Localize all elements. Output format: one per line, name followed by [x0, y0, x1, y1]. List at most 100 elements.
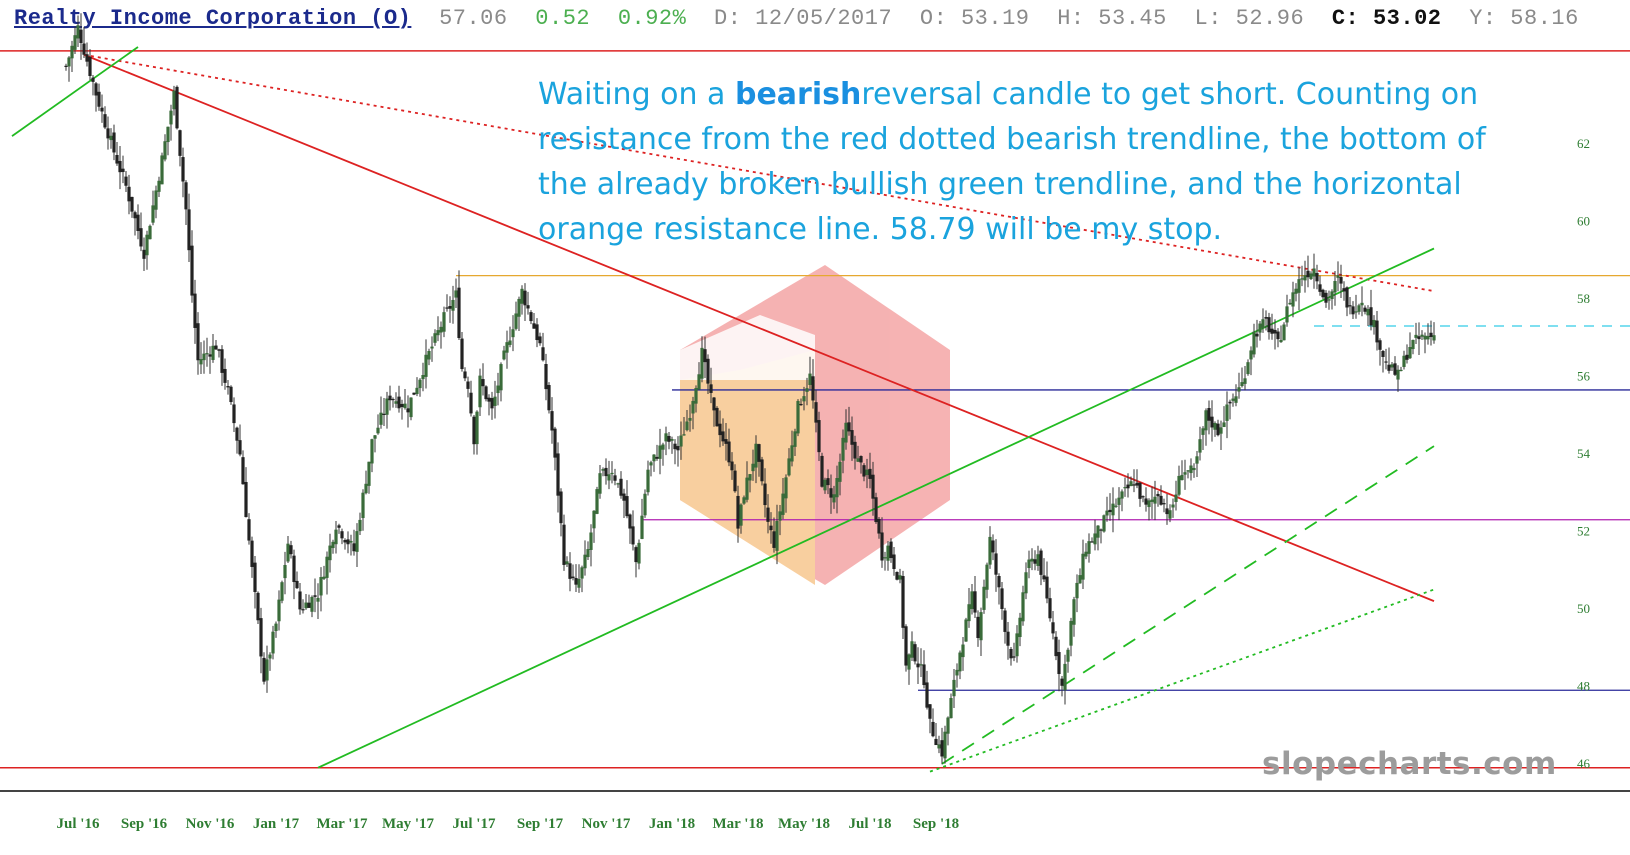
candle-body: [904, 626, 908, 666]
candle-body: [292, 555, 296, 583]
horizontal-levels: [0, 50, 1630, 769]
candle-body: [946, 717, 950, 734]
candle-body: [1090, 541, 1094, 543]
candle-body: [1045, 576, 1049, 599]
candle-body: [499, 364, 503, 391]
candle-body: [421, 375, 425, 380]
candle-body: [667, 435, 671, 442]
price-change-pct: 0.92%: [617, 6, 687, 31]
candle-body: [199, 359, 203, 365]
candle-body: [922, 664, 926, 686]
candle-body: [838, 461, 842, 482]
candle-body: [88, 56, 92, 77]
candle-body: [589, 532, 593, 550]
candle-body: [841, 437, 845, 461]
candle-body: [241, 457, 245, 485]
candle-body: [856, 458, 860, 462]
candle-body: [295, 580, 299, 589]
candle-body: [943, 731, 947, 759]
candle-body: [583, 554, 587, 569]
candle-body: [307, 602, 311, 608]
candle-body: [1231, 398, 1235, 401]
candle-body: [1225, 404, 1229, 421]
candle-body: [253, 562, 257, 593]
candle-body: [577, 578, 581, 588]
candle-body: [1294, 288, 1298, 294]
candle-body: [571, 576, 575, 579]
candle-body: [1246, 362, 1250, 375]
candle-body: [448, 306, 452, 309]
candle-body: [1204, 410, 1208, 431]
candle-body: [601, 469, 605, 471]
candle-body: [607, 474, 611, 481]
candle-body: [1087, 541, 1091, 554]
candle-body: [649, 462, 653, 466]
candle-body: [655, 456, 659, 459]
y-tick-62: 62: [1577, 136, 1590, 151]
y-tick-60: 60: [1577, 213, 1590, 228]
candle-body: [97, 91, 101, 107]
candle-body: [1429, 332, 1433, 338]
candle-body: [445, 307, 449, 309]
candle-body: [853, 441, 857, 459]
candle-body: [964, 619, 968, 642]
candle-body: [751, 463, 755, 472]
candle-body: [64, 65, 68, 67]
candle-body: [778, 511, 782, 521]
candle-body: [1255, 333, 1259, 337]
candle-body: [100, 107, 104, 112]
candle-body: [832, 494, 836, 503]
candle-body: [505, 342, 509, 353]
candle-body: [871, 474, 875, 499]
candle-body: [1051, 622, 1055, 634]
candle-body: [1057, 652, 1061, 675]
candle-body: [76, 25, 80, 39]
candle-body: [1132, 484, 1136, 486]
candle-body: [850, 430, 854, 445]
candle-body: [319, 577, 323, 596]
candle-body: [568, 563, 572, 579]
candle-body: [733, 470, 737, 492]
candle-body: [1165, 508, 1169, 515]
candle-body: [442, 312, 446, 332]
x-axis: Jul '16 Sep '16 Nov '16 Jan '17 Mar '17 May '…: [57, 816, 960, 832]
candle-body: [154, 190, 158, 210]
candle-body: [391, 398, 395, 401]
candle-body: [1015, 633, 1019, 657]
candle-body: [682, 434, 686, 436]
candle-body: [886, 545, 890, 561]
candle-body: [367, 461, 371, 486]
candle-body: [1408, 347, 1412, 359]
candle-body: [787, 458, 791, 476]
candle-body: [370, 439, 374, 464]
candle-body: [814, 402, 818, 423]
candle-body: [376, 427, 380, 434]
candle-body: [190, 245, 194, 296]
candle-body: [877, 518, 881, 534]
candle-body: [1372, 319, 1376, 328]
candle-body: [145, 234, 149, 256]
candle-body: [397, 396, 401, 409]
candle-body: [868, 468, 872, 479]
candle-body: [205, 353, 209, 355]
candle-body: [1288, 302, 1292, 305]
trendline-0: [83, 53, 1435, 602]
candle-body: [196, 323, 200, 361]
candle-body: [817, 420, 821, 453]
candle-body: [646, 469, 650, 493]
candle-body: [1084, 551, 1088, 557]
candle-body: [1396, 369, 1400, 380]
candle-body: [802, 396, 806, 402]
candle-body: [1111, 503, 1115, 516]
candle-body: [427, 350, 431, 360]
candle-body: [811, 376, 815, 401]
x-tick-13: Sep '18: [913, 816, 959, 832]
candle-body: [1114, 505, 1118, 507]
candle-body: [928, 704, 932, 719]
ticker-title[interactable]: Realty Income Corporation (O): [14, 6, 412, 31]
candle-body: [679, 435, 683, 447]
candle-body: [949, 698, 953, 719]
candle-body: [820, 455, 824, 487]
x-tick-9: Jan '18: [649, 816, 695, 832]
